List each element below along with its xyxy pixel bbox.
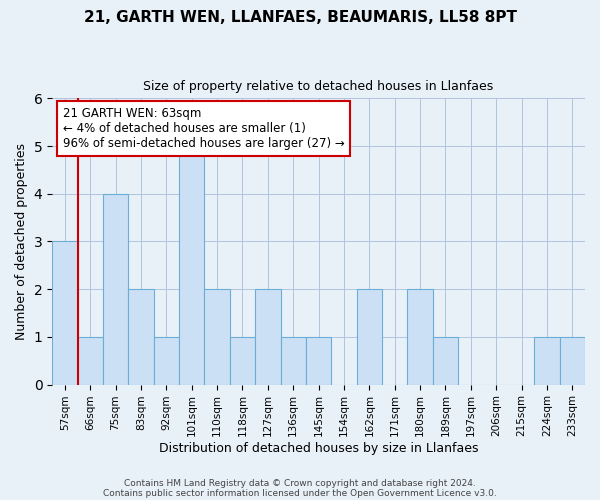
Bar	[52, 242, 77, 384]
Bar	[281, 337, 306, 384]
Bar	[230, 337, 255, 384]
Text: 21, GARTH WEN, LLANFAES, BEAUMARIS, LL58 8PT: 21, GARTH WEN, LLANFAES, BEAUMARIS, LL58…	[83, 10, 517, 25]
Y-axis label: Number of detached properties: Number of detached properties	[15, 143, 28, 340]
Text: Contains HM Land Registry data © Crown copyright and database right 2024.: Contains HM Land Registry data © Crown c…	[124, 478, 476, 488]
Bar	[306, 337, 331, 384]
Bar	[154, 337, 179, 384]
Bar	[356, 289, 382, 384]
Bar	[128, 289, 154, 384]
Title: Size of property relative to detached houses in Llanfaes: Size of property relative to detached ho…	[143, 80, 494, 93]
Bar	[560, 337, 585, 384]
Bar	[433, 337, 458, 384]
Bar	[77, 337, 103, 384]
Bar	[179, 146, 205, 384]
Bar	[103, 194, 128, 384]
Bar	[255, 289, 281, 384]
Text: Contains public sector information licensed under the Open Government Licence v3: Contains public sector information licen…	[103, 488, 497, 498]
Bar	[205, 289, 230, 384]
Bar	[407, 289, 433, 384]
X-axis label: Distribution of detached houses by size in Llanfaes: Distribution of detached houses by size …	[159, 442, 478, 455]
Text: 21 GARTH WEN: 63sqm
← 4% of detached houses are smaller (1)
96% of semi-detached: 21 GARTH WEN: 63sqm ← 4% of detached hou…	[63, 107, 344, 150]
Bar	[534, 337, 560, 384]
